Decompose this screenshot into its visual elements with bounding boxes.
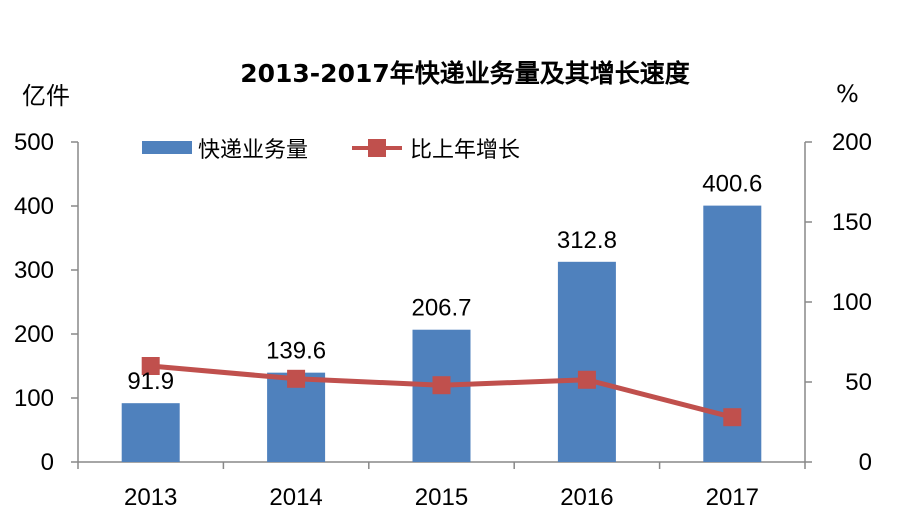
- left-y-ticks: 0 100 200 300 400 500: [14, 129, 78, 476]
- left-tick-label: 200: [14, 321, 54, 348]
- bar-series: [121, 205, 762, 462]
- bar-data-label: 206.7: [411, 295, 471, 322]
- growth-marker-2013: [141, 357, 160, 375]
- bar-2016: [557, 261, 616, 462]
- right-y-ticks: 0 50 100 150 200: [805, 129, 872, 476]
- right-tick-label: 200: [832, 129, 872, 156]
- bar-2015: [412, 329, 471, 462]
- growth-marker-2016: [577, 370, 596, 389]
- growth-marker-2014: [287, 369, 306, 388]
- left-tick-label: 0: [41, 449, 54, 476]
- left-tick-label: 400: [14, 193, 54, 220]
- bar-data-label: 139.6: [266, 338, 326, 365]
- left-tick-label: 500: [14, 129, 54, 156]
- left-tick-label: 300: [14, 257, 54, 284]
- legend-bar-swatch: [142, 141, 192, 154]
- bar-2013: [121, 403, 180, 462]
- legend-line-marker: [368, 139, 386, 157]
- x-tick-label: 2016: [560, 484, 613, 511]
- bar-data-labels: 91.9 139.6 206.7 312.8 400.6: [127, 171, 762, 396]
- legend-line-label: 比上年增长: [410, 138, 520, 163]
- legend: 快递业务量 比上年增长: [142, 138, 520, 163]
- left-tick-label: 100: [14, 385, 54, 412]
- x-axis-ticks: 2013 2014 2015 2016 2017: [77, 462, 806, 511]
- right-axis-unit: %: [836, 80, 859, 108]
- right-tick-label: 50: [845, 369, 872, 396]
- chart-title: 2013-2017年快递业务量及其增长速度: [240, 59, 690, 88]
- bar-data-label: 400.6: [702, 171, 762, 198]
- right-tick-label: 150: [832, 209, 872, 236]
- x-tick-label: 2013: [124, 484, 177, 511]
- bar-data-label: 312.8: [557, 227, 617, 254]
- x-tick-label: 2015: [415, 484, 468, 511]
- bar-data-label: 91.9: [127, 368, 174, 395]
- left-axis-unit: 亿件: [22, 82, 70, 110]
- x-tick-label: 2014: [269, 484, 322, 511]
- right-tick-label: 100: [832, 289, 872, 316]
- x-tick-label: 2017: [706, 484, 759, 511]
- growth-marker-2015: [432, 376, 451, 395]
- line-series: [141, 357, 742, 427]
- right-tick-label: 0: [859, 449, 872, 476]
- legend-bar-label: 快递业务量: [198, 138, 308, 163]
- growth-marker-2017: [723, 408, 742, 427]
